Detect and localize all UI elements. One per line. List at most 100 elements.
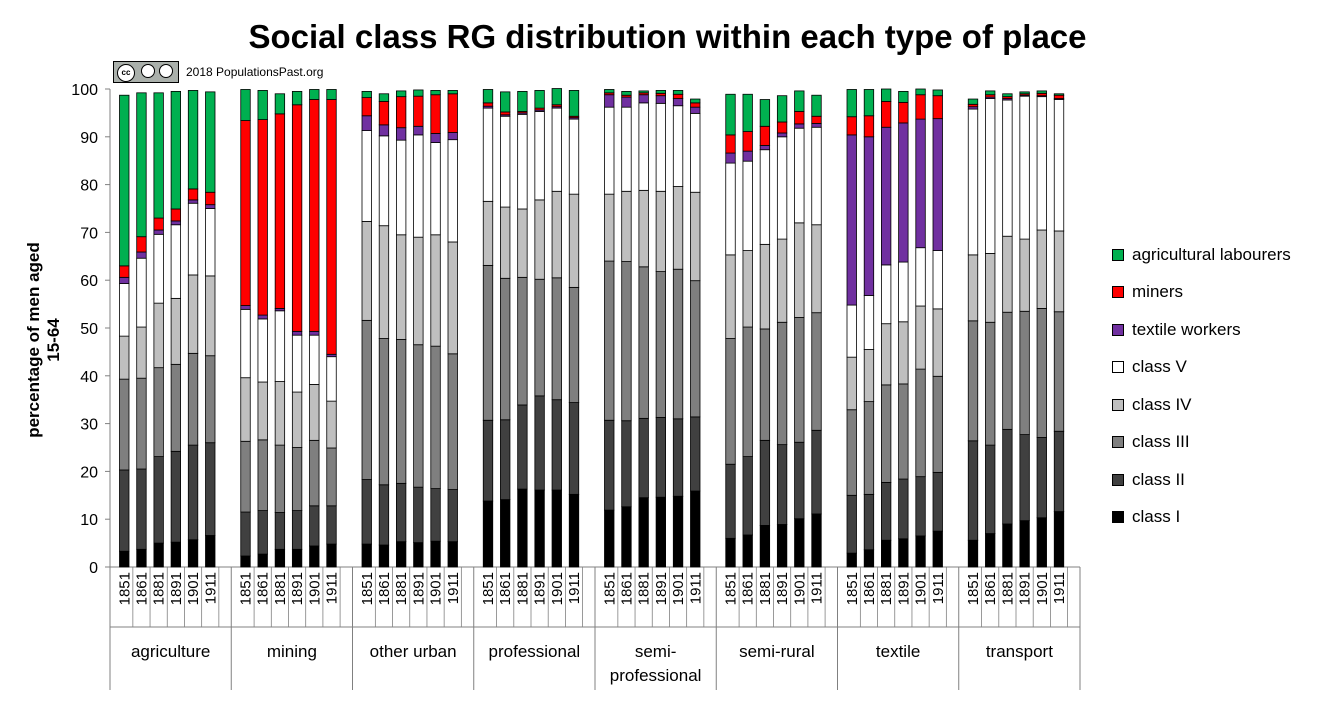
bar-segment-class-II <box>846 494 857 554</box>
bar-segment-class-IV <box>881 323 892 386</box>
bar-segment-agricultural-labourers <box>1053 93 1065 96</box>
bar-segment-agricultural-labourers <box>291 90 303 106</box>
bar-segment-class-I <box>672 495 684 568</box>
bar-segment-class-V <box>136 257 147 328</box>
copyright-text: 2018 PopulationsPast.org <box>186 65 324 79</box>
bar-segment-class-V <box>551 107 562 192</box>
bar-segment-class-II <box>430 488 441 542</box>
year-tick-label: 1851 <box>965 572 982 605</box>
bar-segment-class-III <box>482 264 494 421</box>
bar-segment-agricultural-labourers <box>153 92 164 219</box>
bar-segment-class-V <box>534 111 545 201</box>
legend-swatch <box>1112 398 1124 411</box>
legend-item: textile workers <box>1112 311 1291 349</box>
bar-segment-class-II <box>742 456 753 536</box>
bar-segment-miners <box>395 96 407 129</box>
y-tick-label: 60 <box>80 273 98 290</box>
legend-swatch <box>1112 323 1124 336</box>
bar-segment-textile-workers <box>794 123 805 129</box>
bar-segment-class-III <box>378 338 390 486</box>
legend-label: agricultural labourers <box>1132 244 1291 264</box>
y-tick-label: 0 <box>89 560 98 577</box>
bar-segment-class-IV <box>794 222 805 318</box>
bar-segment-class-I <box>551 489 562 568</box>
bar-segment-class-II <box>119 469 130 552</box>
bar-segment-textile-workers <box>863 136 875 296</box>
bar-segment-textile-workers <box>413 125 424 136</box>
bar-segment-miners <box>291 104 303 332</box>
bar-segment-class-IV <box>1036 229 1047 309</box>
bar-segment-miners <box>1053 94 1065 99</box>
bar-segment-agricultural-labourers <box>725 93 736 136</box>
bar-segment-textile-workers <box>378 124 390 137</box>
bar-segment-class-I <box>932 530 943 568</box>
bar-segment-class-V <box>915 247 926 307</box>
bar-segment-class-I <box>759 525 771 568</box>
bar-segment-class-V <box>846 304 857 358</box>
bar-segment-textile-workers <box>846 134 857 306</box>
bar-segment-class-II <box>1053 430 1065 512</box>
bar-segment-class-III <box>985 321 996 446</box>
bar-segment-miners <box>759 125 771 146</box>
bar-segment-miners <box>257 119 268 316</box>
bar-segment-class-III <box>967 320 979 442</box>
legend-swatch <box>1112 361 1124 374</box>
bar-segment-class-IV <box>776 238 788 323</box>
bar-segment-class-I <box>1053 511 1065 568</box>
bar-segment-class-IV <box>274 381 286 446</box>
bar-segment-class-I <box>326 543 337 568</box>
y-tick-label: 10 <box>80 512 98 529</box>
group-label: transport <box>986 642 1053 661</box>
bar-segment-class-III <box>621 261 632 422</box>
bar-segment-class-III <box>759 328 771 441</box>
bar-segment-class-IV <box>326 400 337 449</box>
bar-segment-class-I <box>257 553 268 568</box>
year-tick-label: 1891 <box>895 572 912 605</box>
bar-segment-class-II <box>153 456 164 544</box>
bar-segment-agricultural-labourers <box>361 90 372 99</box>
bar-segment-class-IV <box>1053 230 1065 313</box>
bar-segment-class-IV <box>534 199 545 280</box>
bar-segment-miners <box>240 120 251 306</box>
bar-segment-textile-workers <box>136 251 147 259</box>
year-tick-label: 1881 <box>151 572 168 605</box>
year-tick-label: 1881 <box>636 572 653 605</box>
bar-segment-class-II <box>378 484 390 546</box>
bar-segment-agricultural-labourers <box>551 88 562 106</box>
bar-segment-class-V <box>482 107 494 202</box>
bar-segment-class-II <box>811 429 822 515</box>
bar-segment-class-I <box>1019 520 1030 568</box>
bar-segment-miners <box>794 111 805 125</box>
bar-segment-class-V <box>898 261 909 323</box>
bar-segment-class-III <box>1053 311 1065 432</box>
bar-segment-textile-workers <box>309 330 320 336</box>
year-tick-label: 1881 <box>514 572 531 605</box>
bar-segment-class-IV <box>932 308 943 377</box>
bar-segment-class-I <box>361 543 372 568</box>
bar-segment-class-III <box>655 271 666 418</box>
bar-segment-textile-workers <box>119 276 130 284</box>
bar-segment-textile-workers <box>170 220 182 226</box>
bar-segment-class-III <box>690 280 701 418</box>
year-tick-label: 1851 <box>480 572 497 605</box>
legend-swatch <box>1112 511 1124 524</box>
bar-segment-class-III <box>604 260 615 421</box>
bar-segment-class-II <box>794 441 805 520</box>
bar-segment-textile-workers <box>430 133 441 143</box>
bar-segment-textile-workers <box>881 126 892 266</box>
bar-segment-agricultural-labourers <box>240 89 251 121</box>
bar-segment-class-III <box>863 401 875 495</box>
bar-segment-class-I <box>776 524 788 568</box>
bar-segment-class-I <box>482 500 494 568</box>
bar-segment-textile-workers <box>932 118 943 251</box>
legend-item: miners <box>1112 274 1291 312</box>
year-tick-label: 1881 <box>878 572 895 605</box>
group-label: other urban <box>370 642 457 661</box>
bar-segment-class-V <box>568 118 580 195</box>
bar-segment-textile-workers <box>638 94 649 104</box>
bar-segment-class-II <box>170 450 182 543</box>
group-label: semi-rural <box>739 642 815 661</box>
bar-segment-agricultural-labourers <box>846 89 857 118</box>
legend-label: class II <box>1132 469 1185 489</box>
bar-segment-agricultural-labourers <box>568 90 580 117</box>
